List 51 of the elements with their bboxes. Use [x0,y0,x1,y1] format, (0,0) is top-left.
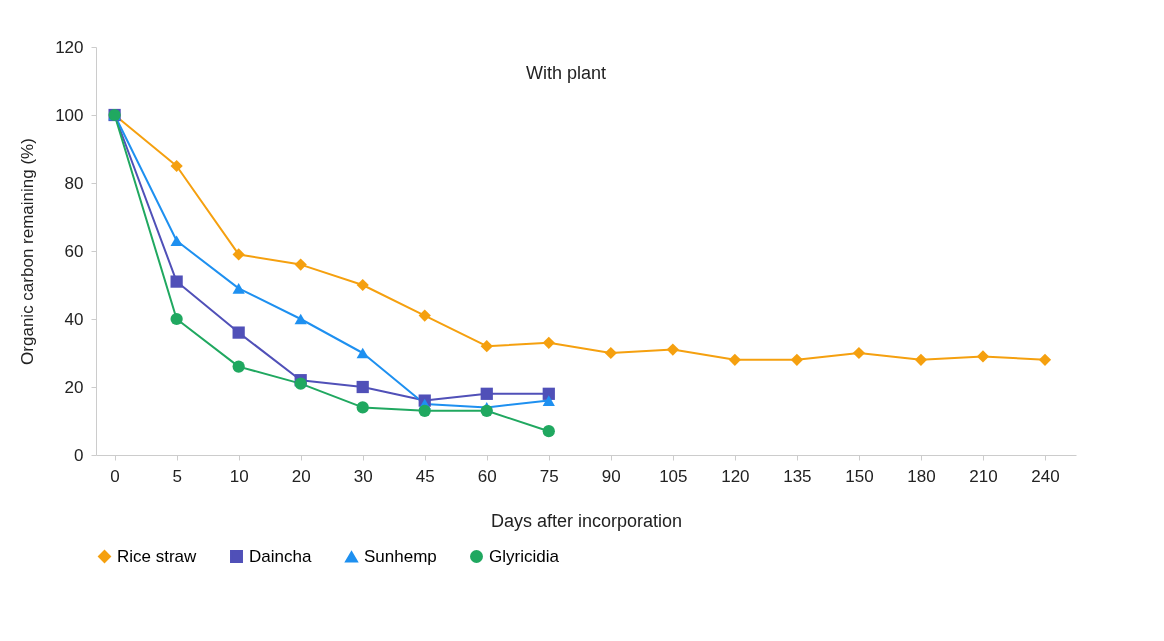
x-tick-label: 5 [172,466,182,486]
point [480,387,493,400]
point [852,346,866,360]
point [728,353,741,366]
x-tick-label: 20 [291,466,311,486]
x-tick-label: 90 [601,466,621,486]
x-tick-label: 120 [721,466,750,486]
point [790,353,804,366]
point [480,404,493,417]
point [542,336,555,349]
x-tick-label: 0 [110,466,120,486]
y-tick-label: 0 [74,445,84,465]
legend-label: Glyricidia [489,546,560,566]
x-tick-label: 210 [969,466,998,486]
point [418,309,431,322]
point [1038,353,1052,366]
y-tick-label: 80 [64,173,84,193]
x-tick-label: 240 [1031,466,1060,486]
x-tick-label: 135 [783,466,812,486]
x-tick-label: 45 [415,466,435,486]
legend-label: Sunhemp [364,546,437,566]
y-tick-label: 100 [55,105,84,125]
y-tick-label: 60 [64,241,84,261]
point [666,343,679,356]
x-tick-label: 150 [845,466,874,486]
point [170,159,183,173]
legend-label: Daincha [249,546,312,566]
x-tick-label: 30 [353,466,373,486]
x-tick-label: 75 [539,466,559,486]
y-tick-label: 40 [64,309,84,329]
point [542,425,555,438]
point [356,380,369,394]
point [976,350,990,363]
x-tick-label: 10 [229,466,249,486]
y-tick-label: 20 [64,377,84,397]
point [914,353,928,366]
x-axis-title: Days after incorporation [490,510,683,531]
y-axis-title: Organic carbon remaining (%) [18,138,38,365]
legend-label: Rice straw [117,546,198,566]
point [418,404,431,417]
x-tick-label: 180 [907,466,936,486]
x-tick-label: 60 [477,466,497,486]
y-tick-label: 120 [55,37,84,57]
annotation: With plant [525,63,607,83]
point [170,312,183,326]
point [542,395,555,406]
point [604,346,617,360]
point [480,340,493,353]
point [542,387,555,400]
point [356,278,369,292]
x-tick-label: 105 [659,466,688,486]
